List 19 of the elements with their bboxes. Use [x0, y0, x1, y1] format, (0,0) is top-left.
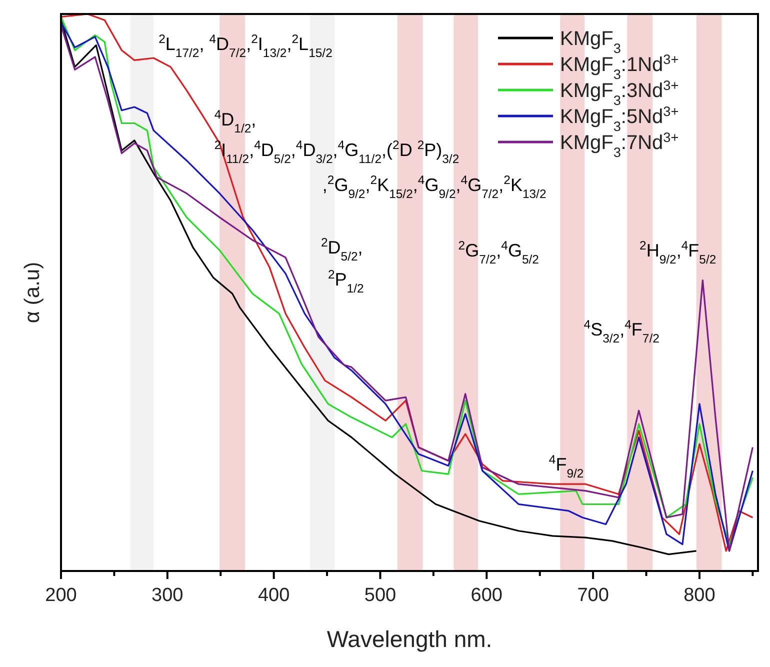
annotation: $^{4}$D$_{1/2}$, [214, 107, 256, 136]
x-tick-label: 200 [45, 585, 77, 606]
annotation: $^{4}$S$_{3/2}$,$^{4}$F$_{7/2}$ [584, 317, 660, 346]
x-tick-label: 500 [364, 585, 396, 606]
x-tick-label: 400 [258, 585, 290, 606]
x-tick-label: 300 [152, 585, 184, 606]
x-tick-label: 600 [470, 585, 502, 606]
annotation: $^{2}$D$_{5/2}$, [320, 236, 363, 264]
annotation: $^{2}$H$_{9/2}$,$^{4}$F$_{5/2}$ [640, 238, 716, 266]
text: $^{2}$L$_{17/2}$, $^{4}$D$_{7/2}$,$^{2}$I$_{13/2}$,$^{2}$L$_{15/2}$ [158, 32, 332, 60]
text: ,$^{2}$G$_{9/2}$,$^{2}$K$_{15/2}$,$^{4}$G$_{9/2}$,$^{4}$G$_{7/2}$,$^{2}$K$_{13/2}$ [322, 173, 546, 202]
annotation: $^{2}$P$_{1/2}$ [328, 267, 364, 296]
x-tick-label: 700 [577, 585, 609, 606]
x-axis-title: Wavelength nm. [326, 626, 492, 652]
annotation: $^{2}$G$_{7/2}$,$^{4}$G$_{5/2}$ [458, 238, 540, 266]
legend-label: KMgF$_{3}$ [560, 28, 621, 56]
x-tick-label: 800 [684, 585, 716, 606]
annotation: $^{4}$F$_{9/2}$ [548, 452, 584, 481]
y-axis-title: α (a.u) [21, 262, 44, 324]
